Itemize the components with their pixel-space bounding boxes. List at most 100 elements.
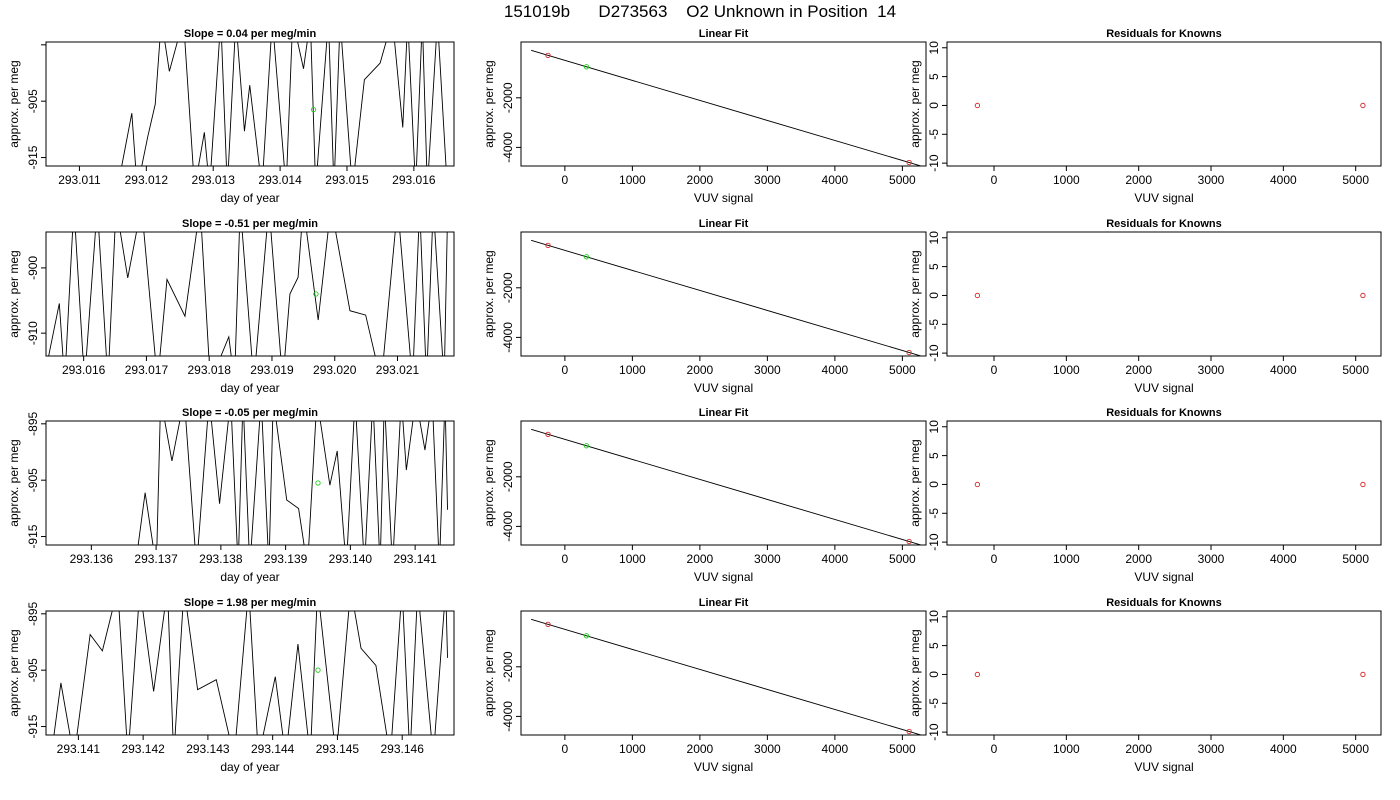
- unknown-marker: [310, 106, 317, 113]
- x-tick-label: 5000: [889, 173, 916, 187]
- y-tick-label: -905: [26, 468, 40, 492]
- chart-panel-2: Linear Fit 0 1000 2000 3000 4000 5000 -4000 -200…: [482, 28, 927, 205]
- plot-frame: [520, 231, 927, 357]
- y-axis-label: approx. per meg: [482, 60, 496, 147]
- raw-data-trace: [48, 232, 448, 356]
- x-tick-label: 4000: [822, 363, 849, 377]
- x-tick-label: 293.143: [186, 742, 230, 756]
- plot-frame: [520, 41, 927, 167]
- x-tick-label: 293.019: [250, 363, 294, 377]
- y-tick-label: -10: [927, 723, 941, 741]
- x-tick-label: 1000: [619, 552, 646, 566]
- x-tick-label: 293.137: [134, 552, 178, 566]
- y-tick-label: -2000: [501, 651, 515, 682]
- x-tick-label: 4000: [822, 552, 849, 566]
- plot-frame: [946, 231, 1382, 357]
- x-axis-label: day of year: [220, 191, 279, 205]
- y-tick-label: -905: [26, 658, 40, 682]
- x-tick-label: 0: [562, 742, 569, 756]
- x-tick-label: 2000: [687, 173, 714, 187]
- chart-title: Slope = -0.51 per meg/min: [182, 218, 318, 230]
- known-point: [974, 671, 981, 678]
- x-tick-label: 5000: [1342, 363, 1369, 377]
- chart-panel-7: Slope = -0.05 per meg/min 293.136 293.137 2…: [7, 407, 455, 584]
- x-tick-label: 1000: [1053, 363, 1080, 377]
- x-tick-label: 293.015: [325, 173, 369, 187]
- x-tick-label: 293.136: [70, 552, 114, 566]
- known-point: [1360, 671, 1366, 678]
- y-axis-label: approx. per meg: [482, 250, 496, 337]
- x-tick-label: 2000: [1125, 552, 1152, 566]
- chart-panel-5: Linear Fit 0 1000 2000 3000 4000 5000 -4000 -200…: [482, 218, 927, 395]
- known-point: [1360, 481, 1366, 488]
- x-tick-label: 1000: [1053, 742, 1080, 756]
- y-tick-label: -10: [927, 344, 941, 362]
- y-tick-label: -910: [26, 321, 40, 345]
- x-tick-label: 0: [562, 363, 569, 377]
- x-tick-label: 3000: [1198, 552, 1225, 566]
- known-point: [1360, 102, 1366, 109]
- x-axis-label: VUV signal: [694, 760, 753, 774]
- x-tick-label: 293.140: [329, 552, 373, 566]
- chart-panel-1: Slope = 0.04 per meg/min 293.011 293.012 29…: [7, 28, 455, 205]
- x-tick-label: 3000: [1198, 742, 1225, 756]
- x-tick-label: 3000: [1198, 173, 1225, 187]
- unknown-point: [583, 633, 590, 639]
- y-tick-label: 0: [927, 481, 941, 488]
- x-tick-label: 293.014: [258, 173, 302, 187]
- y-tick-label: 5: [927, 73, 941, 80]
- y-tick-label: 10: [927, 231, 941, 245]
- chart-title: Linear Fit: [699, 28, 749, 40]
- known-point: [545, 52, 551, 59]
- x-tick-label: 293.144: [251, 742, 295, 756]
- chart-title: Residuals for Knowns: [1106, 407, 1222, 419]
- plot-frame: [45, 231, 455, 357]
- y-tick-label: -915: [26, 524, 40, 548]
- x-tick-label: 293.142: [121, 742, 165, 756]
- x-tick-label: 4000: [1270, 363, 1297, 377]
- x-axis-label: VUV signal: [1134, 381, 1193, 395]
- x-tick-label: 293.016: [392, 173, 436, 187]
- y-tick-label: -905: [26, 89, 40, 113]
- x-axis-label: VUV signal: [1134, 570, 1193, 584]
- y-axis-label: approx. per meg: [7, 439, 21, 526]
- chart-data-layer: [530, 239, 923, 356]
- chart-title: Residuals for Knowns: [1106, 218, 1222, 230]
- y-tick-label: -915: [26, 145, 40, 169]
- y-tick-label: -900: [26, 256, 40, 280]
- x-tick-label: 1000: [619, 173, 646, 187]
- chart-title: Slope = -0.05 per meg/min: [182, 407, 318, 419]
- x-axis-label: VUV signal: [694, 381, 753, 395]
- x-tick-label: 0: [991, 552, 998, 566]
- chart-data-layer: [974, 102, 1366, 109]
- raw-data-trace: [53, 611, 448, 735]
- x-tick-label: 1000: [1053, 552, 1080, 566]
- x-tick-label: 4000: [822, 173, 849, 187]
- x-tick-label: 4000: [1270, 173, 1297, 187]
- y-axis-label: approx. per meg: [908, 439, 922, 526]
- raw-data-trace: [121, 42, 447, 166]
- x-tick-label: 3000: [1198, 363, 1225, 377]
- x-tick-label: 293.013: [192, 173, 236, 187]
- unknown-marker: [313, 291, 319, 297]
- known-point: [974, 292, 981, 299]
- x-tick-label: 293.020: [313, 363, 357, 377]
- unknown-point: [583, 64, 590, 70]
- y-axis-label: approx. per meg: [908, 629, 922, 716]
- y-tick-label: 0: [927, 102, 941, 109]
- chart-title: Slope = 0.04 per meg/min: [184, 28, 317, 40]
- raw-data-trace: [137, 421, 448, 545]
- x-tick-label: 2000: [1125, 363, 1152, 377]
- plot-frame: [946, 610, 1382, 736]
- x-tick-label: 4000: [1270, 552, 1297, 566]
- x-tick-label: 1000: [619, 363, 646, 377]
- plot-frame: [45, 610, 455, 736]
- plot-frame: [520, 420, 927, 546]
- chart-panel-3: Residuals for Knowns 0 1000 2000 3000 4000 500…: [908, 28, 1382, 205]
- x-tick-label: 3000: [754, 742, 781, 756]
- y-tick-label: 10: [927, 41, 941, 55]
- x-tick-label: 5000: [889, 363, 916, 377]
- x-tick-label: 293.017: [125, 363, 169, 377]
- x-tick-label: 293.145: [316, 742, 360, 756]
- chart-title: Residuals for Knowns: [1106, 597, 1222, 609]
